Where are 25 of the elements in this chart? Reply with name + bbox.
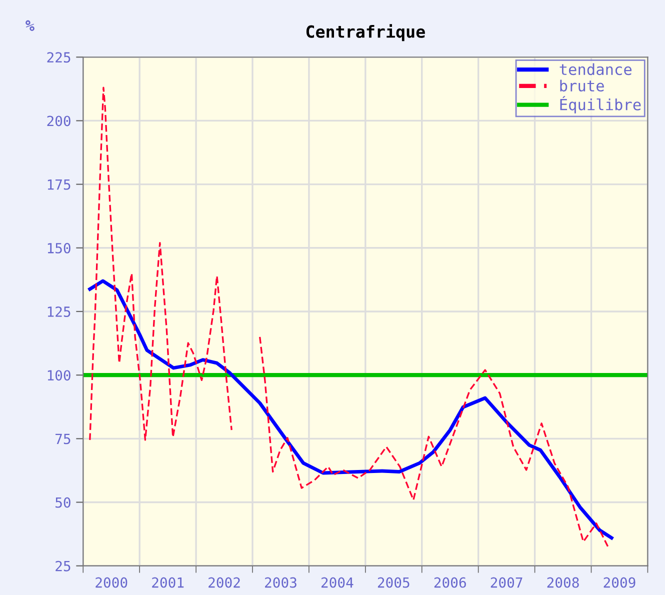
- x-tick-label: 2002: [208, 577, 240, 588]
- y-tick-label: 25: [56, 560, 70, 572]
- y-tick-label: 150: [48, 242, 70, 254]
- x-tick-label: 2007: [490, 577, 522, 588]
- y-tick-label: 125: [48, 306, 70, 317]
- x-tick-label: 2004: [321, 577, 354, 588]
- x-tick-label: 2000: [96, 577, 128, 588]
- x-tick-label: 2001: [152, 577, 184, 588]
- x-tick-label: 2005: [378, 577, 410, 588]
- y-tick-label: 75: [56, 434, 70, 444]
- x-tick-label: 2003: [265, 577, 296, 588]
- line-series: [88, 279, 614, 540]
- x-tick-label: 2006: [434, 577, 466, 588]
- y-axis-title: %: [26, 20, 34, 31]
- legend-label: brute: [560, 80, 604, 92]
- chart-title: Centrafrique: [306, 24, 425, 42]
- y-tick-label: 200: [47, 116, 70, 126]
- legend-label: tendance: [560, 63, 632, 76]
- y-tick-label: 175: [48, 179, 70, 190]
- x-tick-label: 2009: [604, 577, 636, 588]
- y-tick-label: 50: [56, 497, 70, 508]
- x-tick-label: 2008: [547, 577, 579, 588]
- y-tick-label: 100: [48, 370, 70, 381]
- y-tick-label: 225: [47, 52, 70, 63]
- legend-label: Équilibre: [560, 96, 641, 114]
